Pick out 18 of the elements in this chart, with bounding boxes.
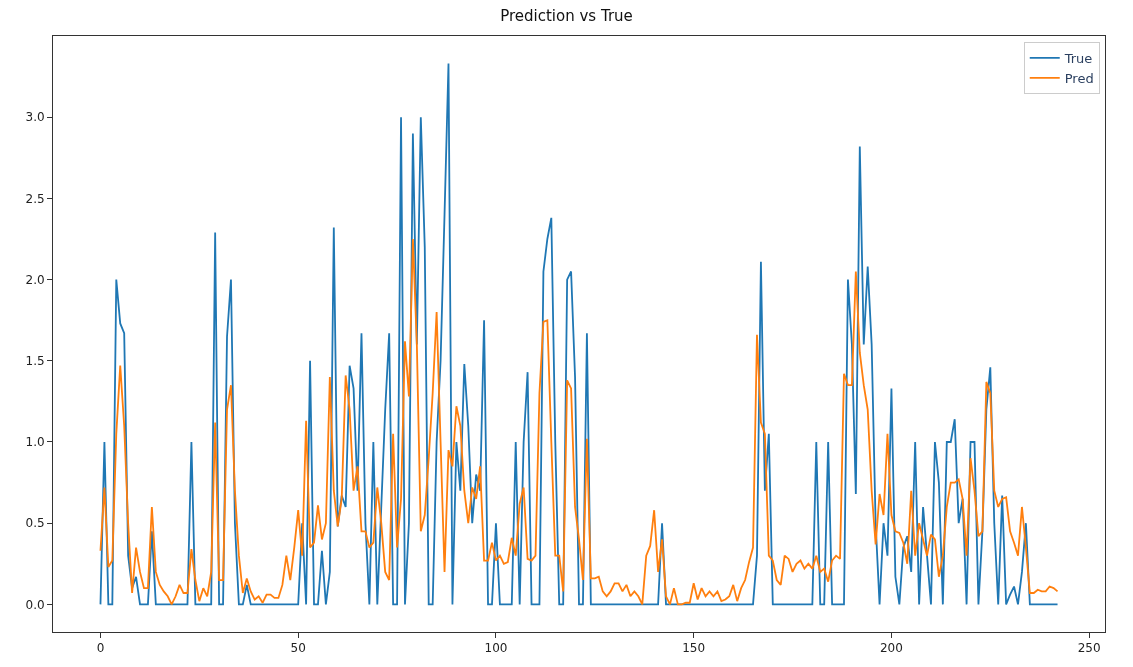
- y-tick-label: 0.0: [25, 597, 45, 612]
- chart-title: Prediction vs True: [500, 6, 633, 25]
- x-tick-label: 50: [290, 641, 306, 656]
- y-tick-label: 1.0: [25, 435, 45, 450]
- y-tick-label: 2.0: [25, 272, 45, 287]
- x-tick-label: 0: [96, 641, 105, 656]
- legend-label: Pred: [1064, 70, 1094, 86]
- y-tick-label: 0.5: [25, 516, 45, 531]
- x-tick-label: 250: [1077, 641, 1101, 656]
- y-tick-label: 2.5: [25, 191, 45, 206]
- line-series: [99, 238, 1059, 606]
- line-series: [99, 62, 1059, 606]
- y-tick-label: 1.5: [25, 354, 45, 368]
- x-tick-label: 150: [682, 641, 706, 656]
- y-tick-label: 3.0: [25, 110, 45, 125]
- x-tick-label: 200: [879, 641, 903, 656]
- legend-label: True: [1063, 50, 1093, 66]
- x-tick-label: 100: [484, 641, 508, 656]
